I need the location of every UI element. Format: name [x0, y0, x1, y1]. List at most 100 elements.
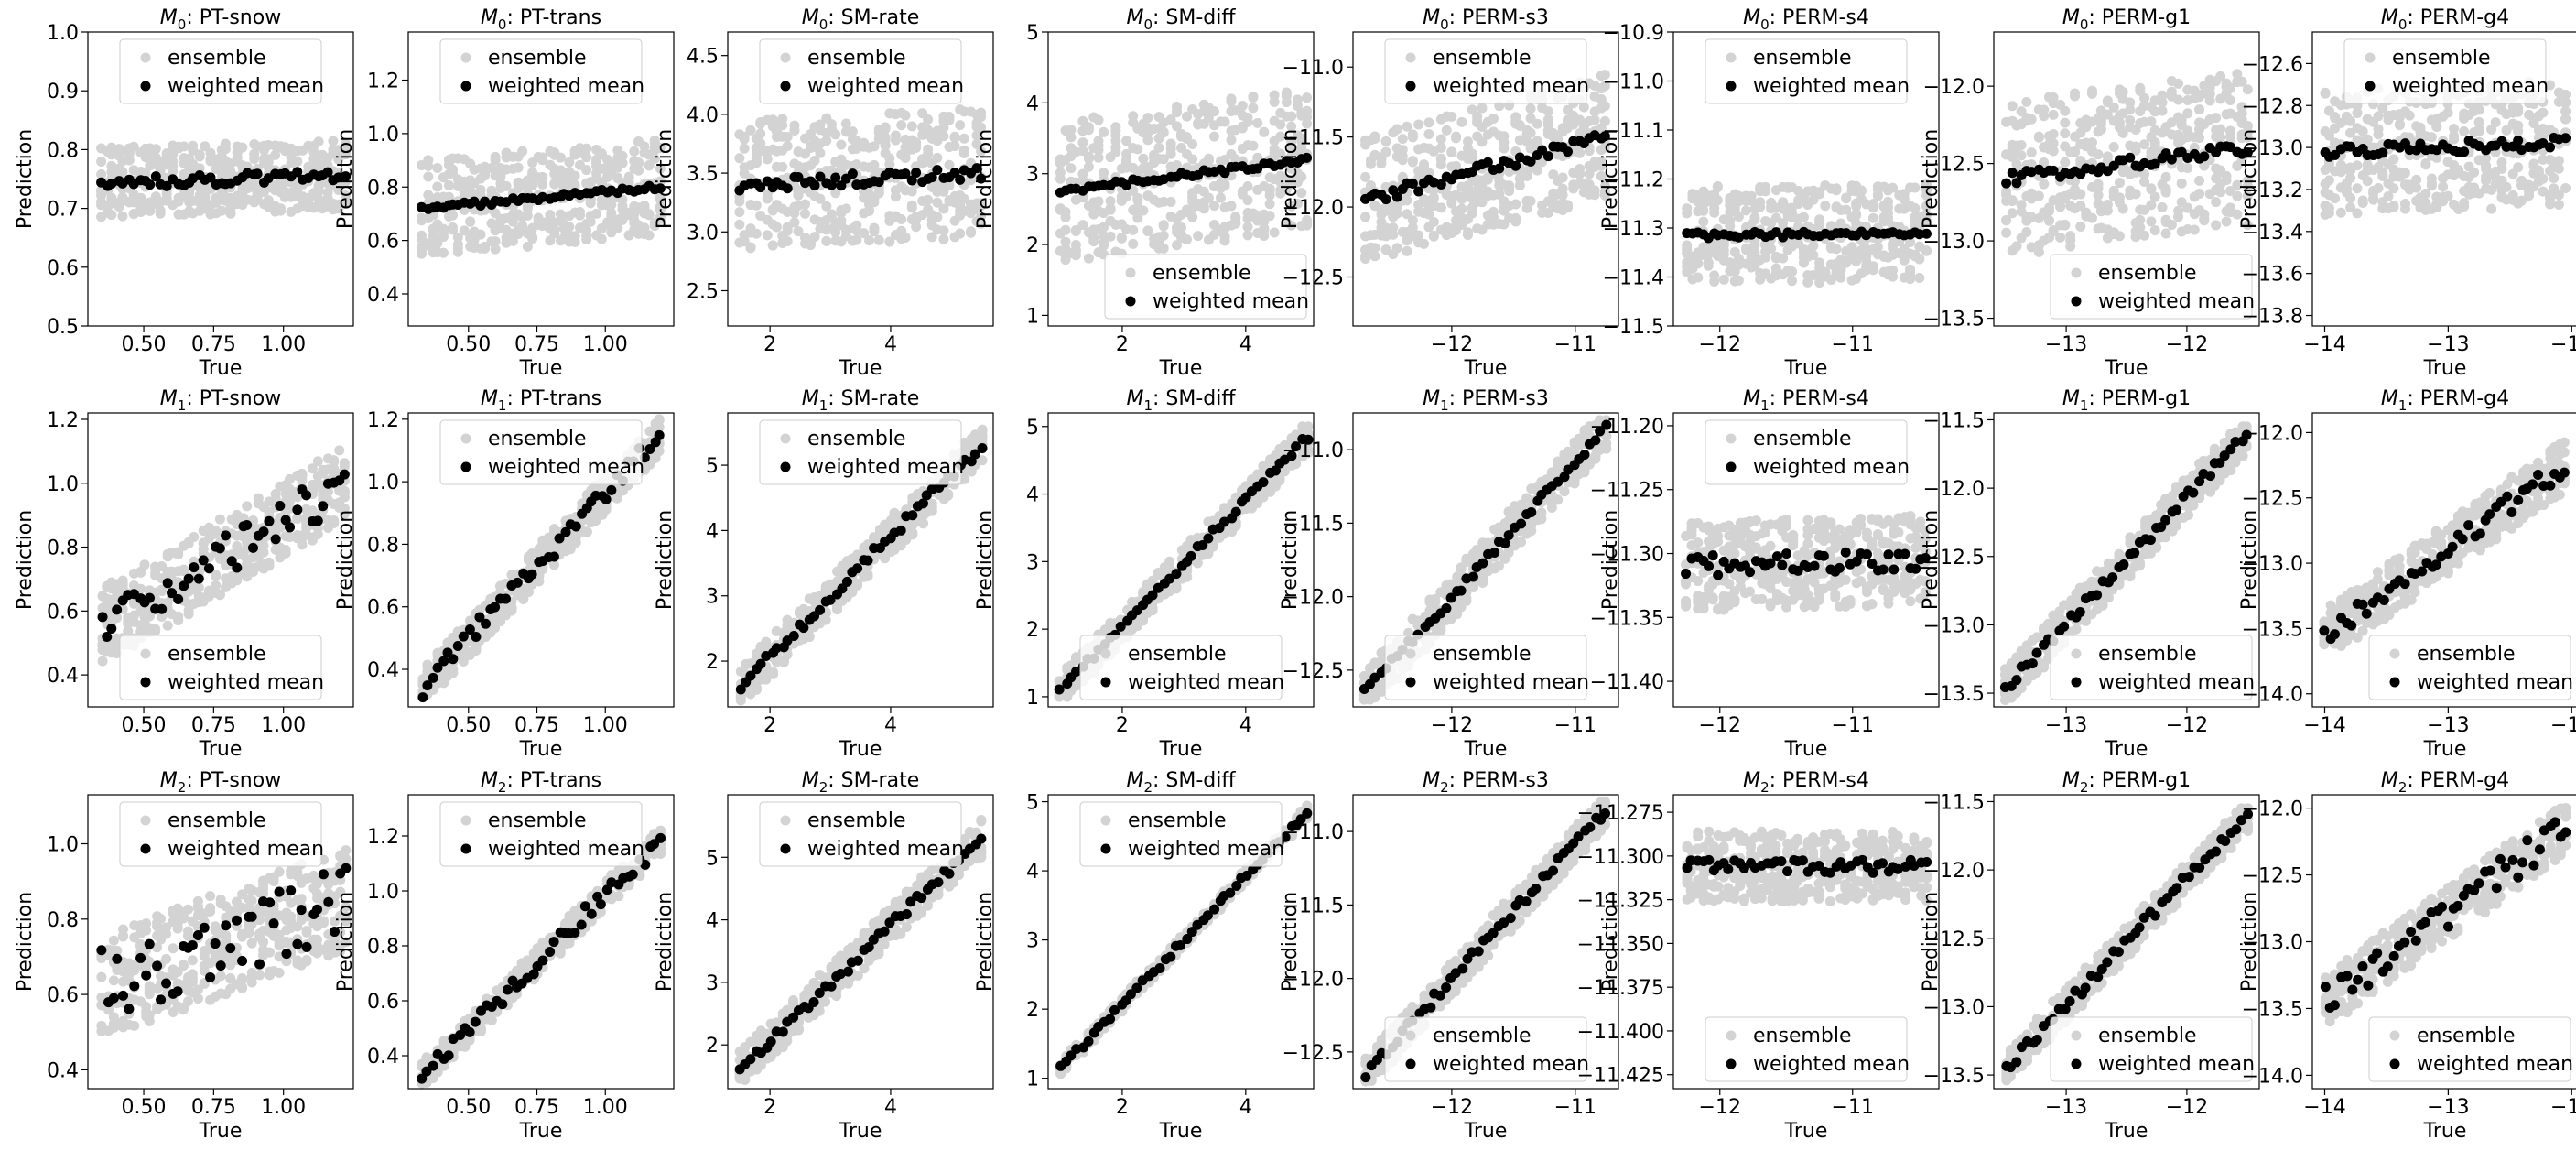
ensemble-point: [751, 200, 762, 211]
ensemble-point: [840, 118, 851, 129]
ensemble-point: [1733, 275, 1744, 286]
ensemble-point: [1380, 136, 1391, 146]
y-axis-label: Prediction: [1279, 129, 1302, 229]
legend-marker-weighted-mean: [460, 461, 471, 472]
weighted-mean-point: [847, 168, 858, 179]
y-axis-label: Prediction: [1599, 129, 1622, 229]
ensemble-point: [1872, 190, 1883, 201]
ensemble-point: [1703, 257, 1714, 268]
ensemble-point: [285, 531, 296, 542]
weighted-mean-point: [102, 631, 113, 642]
ensemble-point: [1269, 227, 1280, 238]
legend-label-weighted-mean: weighted mean: [2098, 290, 2255, 313]
ensemble-point: [654, 446, 665, 457]
title-model-symbol: M: [1423, 6, 1440, 29]
ensemble-point: [1242, 222, 1253, 233]
x-tick-label: 0.75: [514, 714, 559, 737]
ensemble-point: [438, 247, 449, 258]
ensemble-point: [2513, 106, 2524, 117]
ensemble-point: [1599, 115, 1610, 126]
ensemble-point: [1219, 180, 1230, 191]
ensemble-point: [2149, 140, 2160, 151]
ensemble-point: [341, 142, 352, 153]
weighted-mean-point: [926, 172, 937, 183]
ensemble-point: [735, 695, 746, 706]
ensemble-point: [2125, 97, 2136, 108]
ensemble-point: [581, 152, 592, 163]
axes-frame: [727, 31, 994, 327]
y-axis-label: Prediction: [974, 129, 997, 229]
ensemble-point: [2473, 116, 2484, 127]
ensemble-point: [264, 560, 275, 571]
ensemble-point: [1733, 254, 1744, 265]
weighted-mean-point: [606, 484, 617, 495]
ensemble-point: [2007, 101, 2018, 112]
ensemble-point: [1099, 126, 1109, 137]
data-points: [1682, 179, 1932, 288]
y-tick-label: −11.5: [1283, 127, 1344, 150]
title-model-symbol: M: [481, 387, 498, 410]
ensemble-point: [106, 167, 117, 178]
ensemble-point: [1066, 132, 1077, 143]
ensemble-point: [1755, 201, 1766, 212]
ensemble-point: [232, 575, 243, 586]
ensemble-point: [2173, 212, 2184, 222]
ensemble-point: [1219, 232, 1230, 243]
weighted-mean-point: [1562, 146, 1573, 157]
ensemble-point: [958, 133, 969, 144]
ensemble-point: [2426, 180, 2437, 191]
ensemble-point: [958, 147, 969, 158]
ensemble-point: [1380, 146, 1391, 157]
title-model-index: 0: [2398, 16, 2408, 33]
ensemble-point: [782, 236, 793, 247]
weighted-mean-point: [481, 618, 492, 629]
weighted-mean-point: [2377, 147, 2388, 158]
ensemble-point: [1510, 112, 1521, 123]
ensemble-point: [1798, 212, 1809, 222]
ensemble-point: [1203, 153, 1214, 164]
legend-marker-weighted-mean: [780, 81, 791, 92]
ensemble-point: [2139, 230, 2150, 241]
ensemble-point: [2215, 187, 2226, 198]
ensemble-point: [1423, 128, 1434, 139]
ensemble-point: [840, 203, 851, 214]
ensemble-point: [270, 149, 281, 160]
ensemble-point: [654, 414, 665, 425]
ensemble-point: [1158, 154, 1169, 165]
ensemble-point: [1596, 157, 1607, 168]
ensemble-point: [1142, 113, 1153, 124]
ensemble-point: [581, 526, 592, 537]
x-tick-label: 0.50: [446, 333, 491, 356]
ensemble-point: [569, 170, 580, 181]
ensemble-point: [767, 240, 778, 251]
ensemble-point: [1105, 231, 1116, 242]
weighted-mean-point: [906, 175, 917, 186]
weighted-mean-point: [537, 191, 548, 202]
ensemble-point: [1778, 253, 1789, 264]
weighted-mean-point: [2330, 149, 2341, 160]
x-tick-label: 0.75: [191, 333, 236, 356]
weighted-mean-point: [106, 624, 117, 635]
legend-marker-weighted-mean: [1405, 81, 1416, 92]
legend-label-weighted-mean: weighted mean: [168, 75, 324, 98]
ensemble-point: [591, 208, 602, 219]
ensemble-point: [1532, 165, 1542, 176]
subplot-title: M0: PT-trans: [481, 6, 601, 33]
y-tick-label: 3.5: [687, 163, 719, 186]
ensemble-point: [821, 235, 832, 246]
subplot-title: M0: PERM-s3: [1423, 6, 1549, 33]
y-tick-label: 0.8: [367, 534, 399, 557]
ensemble-point: [1083, 125, 1094, 136]
subplot-title: M0: PERM-g4: [2381, 6, 2509, 33]
legend-marker-weighted-mean: [140, 81, 151, 92]
ensemble-point: [1165, 144, 1176, 155]
ensemble-point: [1165, 114, 1176, 125]
ensemble-point: [1599, 81, 1610, 92]
ensemble-point: [1397, 134, 1408, 145]
ensemble-point: [2204, 95, 2215, 106]
ensemble-point: [782, 132, 793, 143]
legend-marker-weighted-mean: [140, 677, 151, 688]
ensemble-point: [1428, 216, 1439, 227]
ensemble-point: [629, 146, 640, 157]
